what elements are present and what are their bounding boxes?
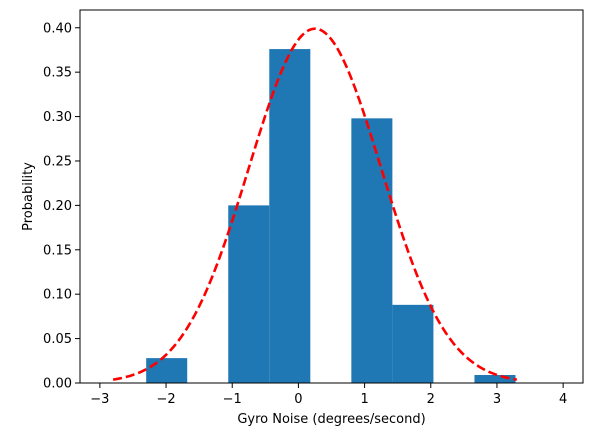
y-axis-ticks: 0.00 0.05 0.10 0.15 0.20 0.25 0.30 0.35 0.40 <box>43 21 80 392</box>
x-tick-label: −2 <box>156 392 175 407</box>
x-tick-label: 0 <box>294 392 302 407</box>
histogram-bar <box>392 304 434 383</box>
y-tick-label: 0.40 <box>43 21 72 36</box>
y-axis-label: Probability <box>21 162 36 231</box>
x-tick-label: −1 <box>223 392 242 407</box>
histogram-bar <box>269 49 311 383</box>
x-tick-label: 1 <box>360 392 368 407</box>
x-tick-label: −3 <box>90 392 109 407</box>
plot-frame <box>79 9 584 384</box>
plot-background <box>80 10 583 383</box>
x-tick-label: 4 <box>559 392 567 407</box>
histogram-bar <box>228 205 270 383</box>
x-tick-label: 2 <box>427 392 435 407</box>
histogram-bar <box>351 118 393 383</box>
normal-fit-curve <box>112 27 518 381</box>
y-tick-label: 0.15 <box>43 243 72 258</box>
y-tick-label: 0.05 <box>43 332 72 347</box>
histogram-bar <box>146 358 188 383</box>
y-tick-label: 0.30 <box>43 110 72 125</box>
histogram-bar <box>474 375 516 383</box>
y-tick-label: 0.20 <box>43 199 72 214</box>
y-tick-label: 0.25 <box>43 154 72 169</box>
x-tick-label: 3 <box>493 392 501 407</box>
x-axis-ticks: −3 −2 −1 0 1 2 3 4 <box>90 383 567 407</box>
bars-group <box>146 49 516 383</box>
x-axis-label: Gyro Noise (degrees/second) <box>237 412 425 427</box>
y-tick-label: 0.10 <box>43 288 72 303</box>
y-tick-label: 0.00 <box>43 377 72 392</box>
y-tick-label: 0.35 <box>43 66 72 81</box>
